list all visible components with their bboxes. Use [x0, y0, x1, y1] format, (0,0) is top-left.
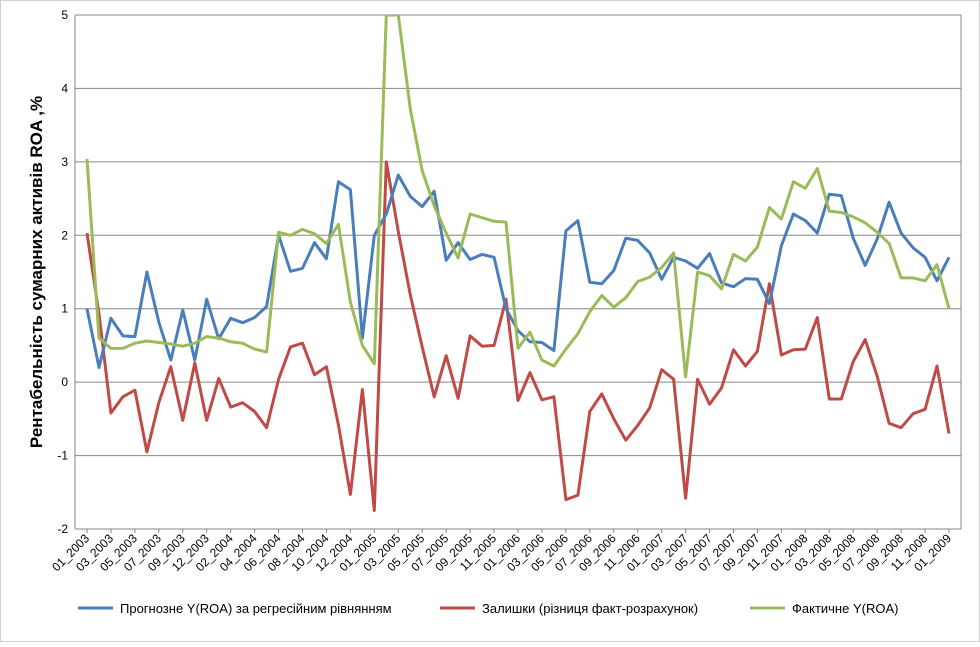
- legend-label: Фактичне Y(ROA): [792, 601, 898, 616]
- legend-item-2: Залишки (різниця факт-розрахунок): [440, 601, 698, 616]
- legend-item-1: Прогнозне Y(ROA) за регресійним рівняння…: [78, 601, 392, 616]
- legend-label: Залишки (різниця факт-розрахунок): [482, 601, 698, 616]
- legend-item-3: Фактичне Y(ROA): [750, 601, 898, 616]
- y-tick-label: 5: [61, 8, 68, 22]
- y-tick-label: 2: [61, 228, 68, 242]
- y-tick-label: 0: [61, 375, 68, 389]
- y-tick-label: -2: [57, 522, 68, 536]
- legend-label: Прогнозне Y(ROA) за регресійним рівняння…: [120, 601, 392, 616]
- series-line-1: [85, 173, 951, 369]
- y-tick-label: 1: [61, 302, 68, 316]
- series-line-2: [85, 160, 951, 513]
- series-line-3: [85, 15, 951, 379]
- y-tick-label: 4: [61, 81, 68, 95]
- y-tick-label: 3: [61, 155, 68, 169]
- y-tick-label: -1: [57, 449, 68, 463]
- y-axis-label: Рентабельність сумарних активів ROA ,%: [27, 96, 46, 448]
